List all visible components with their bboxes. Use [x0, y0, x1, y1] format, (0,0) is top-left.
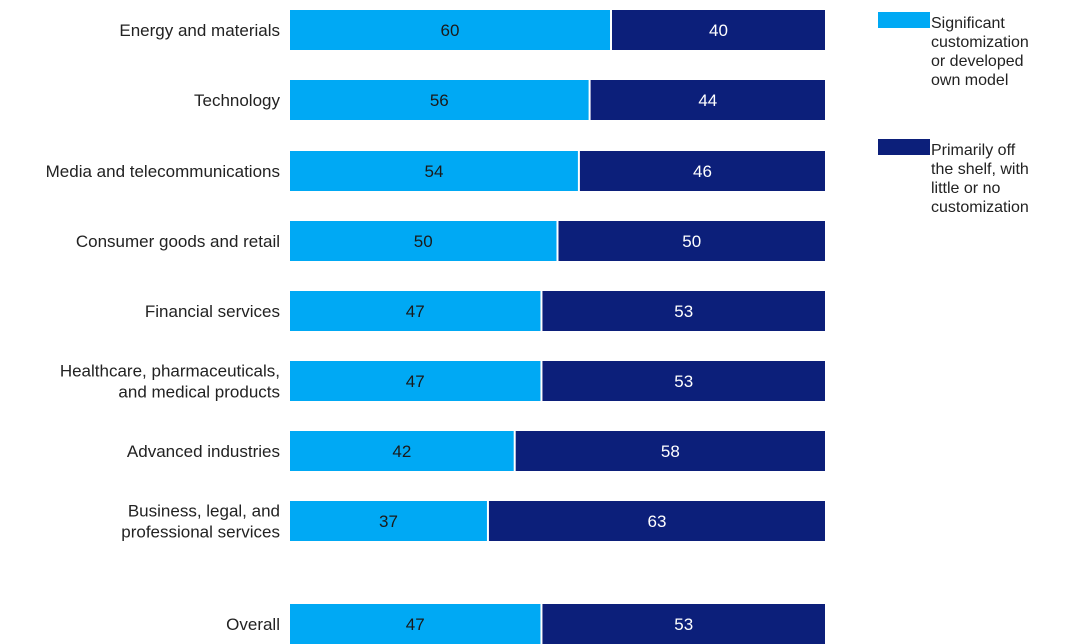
data-label: 53 [674, 615, 693, 634]
value-labels: 60 40 56 44 54 46 50 50 47 53 47 53 42 58 37 63 47 53 [379, 21, 728, 634]
data-label: 54 [424, 162, 443, 181]
legend-swatch [878, 139, 930, 155]
bar-segment [290, 291, 541, 331]
category-label: Overall [226, 615, 280, 634]
category-label: Advanced industries [127, 442, 280, 461]
category-label: Financial services [145, 302, 280, 321]
bar-segment [579, 151, 825, 191]
bar-segment [290, 80, 589, 120]
data-label: 42 [392, 442, 411, 461]
bar-segment [515, 431, 825, 471]
bar-segment [612, 10, 825, 50]
category-label: Technology [194, 91, 281, 110]
bar-group [290, 10, 825, 644]
data-label: 47 [406, 302, 425, 321]
legend-label: Primarily off the shelf, with little or no… [931, 142, 1029, 216]
bar-segment [488, 501, 825, 541]
category-label: Energy and materials [119, 21, 280, 40]
data-label: 56 [430, 91, 449, 110]
bar-segment [290, 221, 557, 261]
category-label: Media and telecommunications [46, 162, 280, 181]
data-label: 53 [674, 302, 693, 321]
bar-segment [290, 501, 487, 541]
data-label: 40 [709, 21, 728, 40]
data-label: 44 [698, 91, 717, 110]
data-label: 46 [693, 162, 712, 181]
data-label: 50 [414, 232, 433, 251]
bar-segment [542, 361, 825, 401]
bar-segment [542, 604, 825, 644]
bar-segment [290, 604, 541, 644]
legend-label: Significant customization or developed own … [931, 15, 1029, 89]
data-label: 47 [406, 615, 425, 634]
category-label: Consumer goods and retail [76, 232, 280, 251]
legend-swatch [878, 12, 930, 28]
data-label: 47 [406, 372, 425, 391]
bar-segment [542, 291, 825, 331]
bar-segment [290, 10, 610, 50]
bar-segment [590, 80, 825, 120]
data-label: 60 [441, 21, 460, 40]
category-label: Business, legal, and professional service… [121, 502, 280, 542]
data-label: 50 [682, 232, 701, 251]
bar-segment [558, 221, 825, 261]
data-label: 58 [661, 442, 680, 461]
data-label: 63 [648, 512, 667, 531]
bar-segment [290, 151, 578, 191]
data-label: 37 [379, 512, 398, 531]
data-label: 53 [674, 372, 693, 391]
category-labels: Energy and materials Technology Media and … [46, 21, 281, 634]
legend: Significant customization or developed own … [878, 12, 1029, 216]
bar-segment [290, 431, 514, 471]
bar-segment [290, 361, 541, 401]
category-label: Healthcare, pharmaceuticals, and medical … [60, 362, 280, 402]
